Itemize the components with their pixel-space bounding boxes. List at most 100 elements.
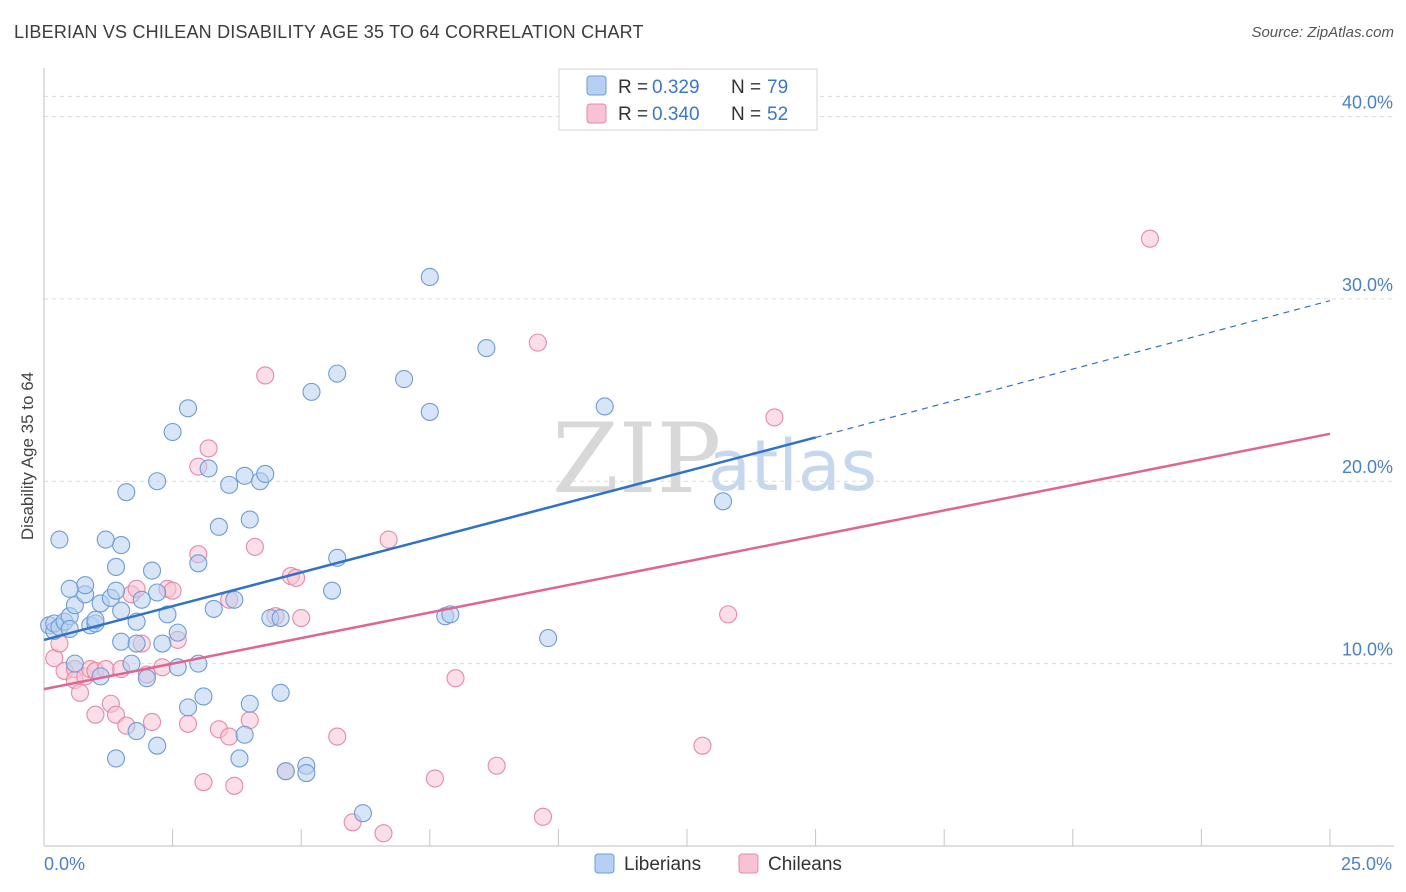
liberians-point-66 <box>420 402 439 421</box>
chileans-point-19 <box>142 712 162 732</box>
liberians-point-38 <box>178 698 198 717</box>
liberians-point-29 <box>137 669 156 688</box>
y-axis-label: Disability Age 35 to 64 <box>18 372 37 540</box>
chileans-point-49 <box>533 807 553 826</box>
legend-r-value-1: 0.329 <box>652 77 700 98</box>
chileans-point-28 <box>199 439 218 458</box>
bottom-legend-chileans: Chileans <box>768 854 842 875</box>
x-ticks <box>43 829 1331 846</box>
y-tick-label-3: 40.0% <box>1342 92 1393 112</box>
chileans-point-43 <box>374 824 393 843</box>
liberians-point-42 <box>199 459 218 478</box>
liberians-point-73 <box>106 749 126 768</box>
x-tick-label-max: 25.0% <box>1341 854 1392 874</box>
liberians-point-11 <box>76 576 95 595</box>
liberians-point-55 <box>271 683 290 702</box>
liberians-point-21 <box>112 536 131 555</box>
chileans-point-47 <box>487 756 506 775</box>
legend-n-value-2: 52 <box>767 104 788 125</box>
liberians-point-63 <box>353 804 372 823</box>
watermark-atlas: atlas <box>708 425 877 507</box>
chileans-point-53 <box>1140 229 1160 248</box>
liberians-point-23 <box>112 632 131 651</box>
legend-r-label-1: R = <box>618 77 648 98</box>
y-tick-label-0: 10.0% <box>1342 640 1393 660</box>
liberians-point-31 <box>148 472 167 491</box>
legend-n-label-2: N = <box>731 104 761 125</box>
gridlines <box>44 95 1394 665</box>
legend-swatch-chileans <box>586 103 607 124</box>
chileans-point-30 <box>220 727 239 746</box>
liberians-point-9 <box>65 654 84 673</box>
liberians-point-76 <box>132 590 151 609</box>
x-tick-label-min: 0.0% <box>44 854 85 874</box>
chileans-point-51 <box>719 605 738 624</box>
trend-line-liberians-extension <box>815 300 1331 439</box>
liberians-point-65 <box>420 267 439 287</box>
liberians-point-58 <box>297 763 316 783</box>
liberians-point-34 <box>158 605 177 624</box>
liberians-point-62 <box>328 364 347 383</box>
liberians-point-32 <box>148 736 167 755</box>
chileans-point-34 <box>245 537 264 556</box>
liberians-point-35 <box>163 422 182 442</box>
legend-n-value-1: 79 <box>767 77 788 98</box>
liberians-point-33 <box>153 634 172 653</box>
chileans-point-50 <box>693 736 712 755</box>
liberians-point-27 <box>127 634 146 653</box>
legend-box: R = 0.329 N = 79 R = 0.340 N = 52 <box>558 68 818 131</box>
liberians-point-70 <box>539 629 558 648</box>
liberians-point-37 <box>178 399 198 418</box>
chileans-point-40 <box>292 608 311 628</box>
chileans-point-24 <box>178 714 198 733</box>
legend-swatch-liberians <box>586 75 607 96</box>
liberians-point-43 <box>209 517 228 536</box>
axes <box>43 68 1394 847</box>
chart-source: Source: ZipAtlas.com <box>1251 24 1394 41</box>
legend-r-value-2: 0.340 <box>652 104 700 125</box>
liberians-point-41 <box>194 687 213 706</box>
trend-lines <box>43 300 1331 691</box>
liberians-point-48 <box>235 466 254 485</box>
liberians-point-39 <box>189 554 208 573</box>
liberians-point-24 <box>117 483 136 502</box>
bottom-legend-liberians: Liberians <box>624 854 701 875</box>
legend-n-label-1: N = <box>731 77 761 98</box>
chileans-point-35 <box>256 366 275 385</box>
chileans-point-52 <box>765 408 784 427</box>
chart-title: LIBERIAN VS CHILEAN DISABILITY AGE 35 TO… <box>14 22 644 42</box>
chileans-point-32 <box>225 776 244 795</box>
liberians-point-19 <box>106 581 126 600</box>
trend-line-liberians <box>43 436 816 642</box>
liberians-point-77 <box>204 599 223 618</box>
y-tick-label-1: 20.0% <box>1342 457 1393 477</box>
legend-r-label-2: R = <box>618 104 648 125</box>
liberians-point-59 <box>302 382 321 401</box>
chileans-point-27 <box>194 773 213 792</box>
liberians-point-74 <box>148 583 167 602</box>
y-tick-labels: 10.0% 20.0% 30.0% 40.0% <box>1342 92 1393 659</box>
liberians-point-17 <box>96 530 115 549</box>
liberians-point-72 <box>713 492 733 511</box>
bottom-legend: Liberians Chileans <box>594 853 842 875</box>
liberians-point-47 <box>235 725 254 744</box>
series-chileans-points <box>45 229 1160 843</box>
liberians-point-22 <box>112 601 131 620</box>
watermark-zip: ZIP <box>552 403 721 515</box>
liberians-point-46 <box>230 749 249 768</box>
liberians-point-78 <box>168 623 187 642</box>
liberians-point-5 <box>50 530 69 549</box>
liberians-point-30 <box>142 561 162 580</box>
liberians-point-44 <box>220 475 239 494</box>
chileans-point-22 <box>163 581 182 600</box>
liberians-point-56 <box>276 762 295 781</box>
bottom-legend-swatch-chileans <box>738 853 759 874</box>
liberians-point-60 <box>323 581 342 600</box>
chileans-point-44 <box>379 530 398 549</box>
liberians-point-45 <box>225 590 244 609</box>
liberians-point-28 <box>127 722 146 741</box>
chileans-point-5 <box>70 683 90 702</box>
liberians-point-50 <box>240 694 259 713</box>
liberians-point-54 <box>271 608 290 628</box>
